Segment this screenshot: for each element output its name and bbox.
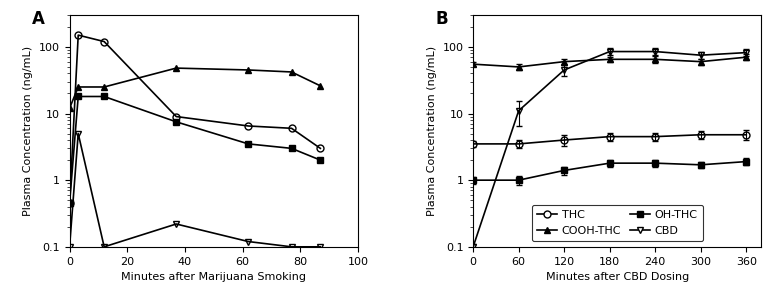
X-axis label: Minutes after CBD Dosing: Minutes after CBD Dosing	[546, 272, 689, 282]
Y-axis label: Plasma Concentration (ng/mL): Plasma Concentration (ng/mL)	[427, 46, 437, 216]
X-axis label: Minutes after Marijuana Smoking: Minutes after Marijuana Smoking	[121, 272, 306, 282]
Y-axis label: Plasma Concentration (ng/mL): Plasma Concentration (ng/mL)	[23, 46, 33, 216]
Text: A: A	[32, 11, 45, 28]
Text: B: B	[436, 11, 448, 28]
Legend: THC, COOH-THC, OH-THC, CBD: THC, COOH-THC, OH-THC, CBD	[532, 205, 703, 241]
